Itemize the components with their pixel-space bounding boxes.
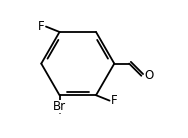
- Text: F: F: [38, 20, 45, 33]
- Text: O: O: [144, 69, 153, 82]
- Text: Br: Br: [53, 100, 66, 113]
- Text: F: F: [111, 94, 118, 107]
